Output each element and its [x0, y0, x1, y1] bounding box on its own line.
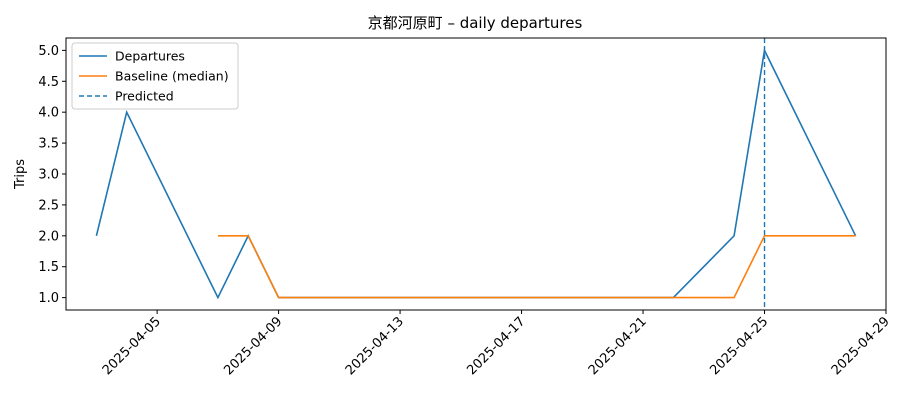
y-tick-label: 1.0: [38, 291, 59, 306]
y-tick-label: 2.5: [38, 198, 59, 213]
y-tick-label: 1.5: [38, 260, 59, 275]
y-tick-label: 3.0: [38, 168, 59, 183]
y-axis: 1.0 1.5 2.0 2.5 3.0 3.5 4.0 4.5 5.0: [38, 44, 66, 306]
y-tick-label: 3.5: [38, 137, 59, 152]
plot-lines: [95, 38, 857, 310]
y-tick-label: 2.0: [38, 229, 59, 244]
y-axis-label: Trips: [13, 159, 28, 190]
legend-label-predicted: Predicted: [115, 89, 174, 104]
legend-label-departures: Departures: [115, 49, 185, 64]
y-tick-label: 4.0: [38, 106, 59, 121]
legend-label-baseline: Baseline (median): [115, 69, 229, 84]
y-tick-label: 4.5: [38, 75, 59, 90]
chart-title: 京都河原町 – daily departures: [368, 14, 583, 32]
series-line-baseline: [217, 235, 856, 299]
y-tick-label: 5.0: [38, 44, 59, 59]
legend: Departures Baseline (median) Predicted: [71, 42, 239, 110]
legend-box: [71, 42, 239, 110]
